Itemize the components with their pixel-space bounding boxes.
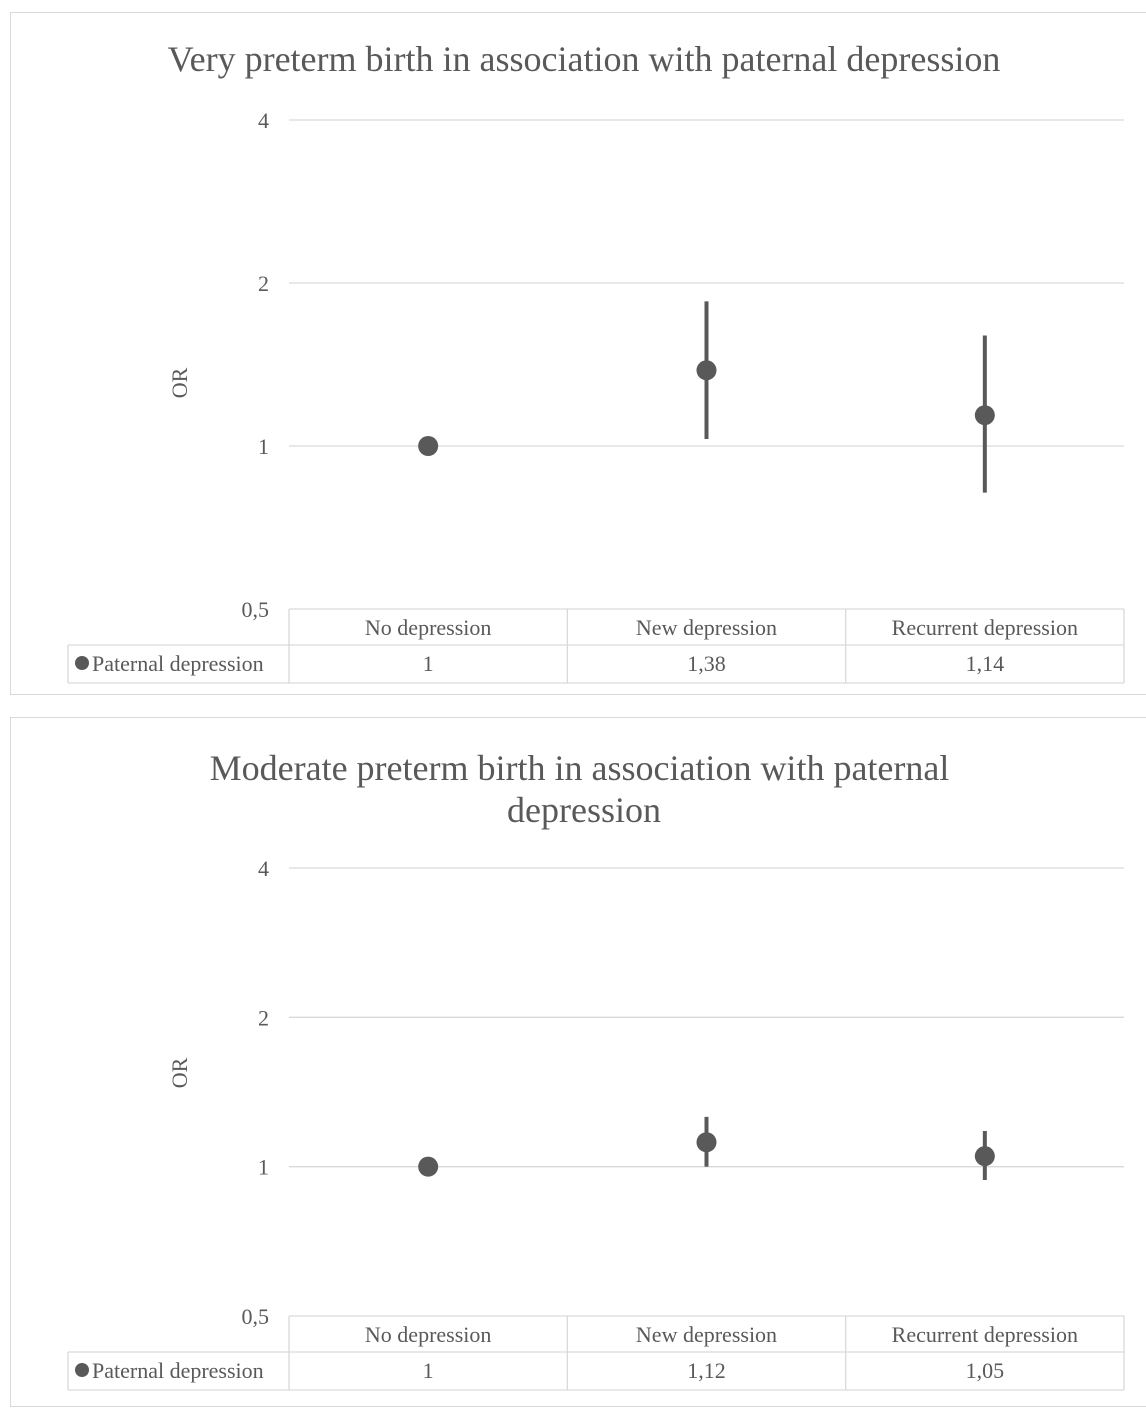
chart-title: Moderate preterm birth in association wi… xyxy=(210,748,959,830)
x-category-label: No depression xyxy=(365,615,491,640)
chart-panel-very-preterm: Very preterm birth in association with p… xyxy=(10,12,1146,695)
chart-title-line-1: Moderate preterm birth in association wi… xyxy=(210,748,950,788)
data-table-value: 1,38 xyxy=(687,651,726,676)
legend-series-label: Paternal depression xyxy=(92,651,264,676)
data-table-value: 1,05 xyxy=(966,1358,1005,1383)
chart-title: Very preterm birth in association with p… xyxy=(168,39,1001,79)
chart-very-preterm: Very preterm birth in association with p… xyxy=(67,39,1125,684)
x-category-label: No depression xyxy=(365,1322,491,1347)
y-tick-label: 1 xyxy=(258,434,269,459)
legend-series-label: Paternal depression xyxy=(92,1358,264,1383)
data-point xyxy=(974,1146,995,1167)
data-table-value: 1,12 xyxy=(687,1358,726,1383)
chart-title-line-2: depression xyxy=(507,790,661,830)
y-tick-label: 4 xyxy=(258,108,269,133)
data-point xyxy=(974,405,995,426)
x-category-label: New depression xyxy=(636,1322,777,1347)
data-table-value: 1 xyxy=(423,1358,434,1383)
x-category-label: Recurrent depression xyxy=(892,1322,1078,1347)
data-point xyxy=(696,1132,717,1153)
x-category-label: Recurrent depression xyxy=(892,615,1078,640)
y-axis-label: OR xyxy=(167,1057,192,1088)
data-table-value: 1 xyxy=(423,651,434,676)
data-point xyxy=(418,1156,439,1177)
y-tick-label: 2 xyxy=(258,271,269,296)
y-tick-label: 4 xyxy=(258,856,269,881)
data-table-value: 1,14 xyxy=(966,651,1005,676)
x-category-label: New depression xyxy=(636,615,777,640)
y-tick-label: 0,5 xyxy=(242,1304,270,1329)
y-axis-label: OR xyxy=(167,367,192,398)
y-tick-label: 0,5 xyxy=(242,597,270,622)
legend-marker xyxy=(75,1363,89,1377)
chart-panel-moderate-preterm: Moderate preterm birth in association wi… xyxy=(10,717,1146,1407)
y-tick-label: 2 xyxy=(258,1005,269,1030)
y-tick-label: 1 xyxy=(258,1155,269,1180)
data-point xyxy=(418,436,439,456)
data-point xyxy=(696,360,717,381)
legend-marker xyxy=(75,656,89,670)
chart-moderate-preterm: Moderate preterm birth in association wi… xyxy=(67,748,1125,1391)
